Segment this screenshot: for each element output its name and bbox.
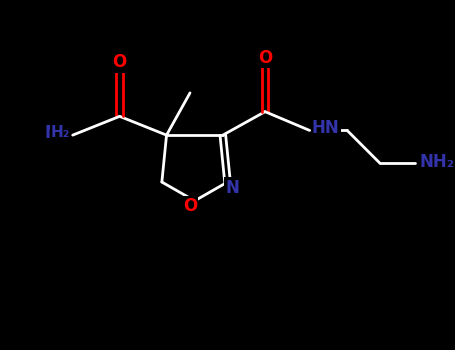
Text: N: N (225, 178, 239, 197)
Text: O: O (183, 197, 197, 216)
Text: N: N (45, 124, 59, 142)
Text: HN: HN (312, 119, 340, 137)
Text: H₂: H₂ (51, 125, 71, 140)
Text: O: O (112, 54, 127, 71)
Text: NH₂: NH₂ (420, 153, 455, 172)
Text: O: O (258, 49, 272, 67)
